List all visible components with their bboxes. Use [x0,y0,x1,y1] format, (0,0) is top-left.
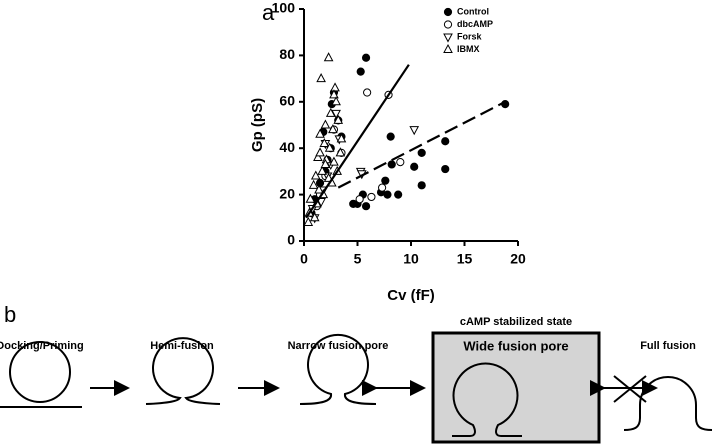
point [336,133,347,143]
x-tick-label: 20 [510,251,526,267]
point [333,114,344,124]
x-axis-label: Cv (fF) [387,287,435,304]
point [394,190,403,199]
legend-label: Forsk [457,31,483,41]
point [441,137,450,146]
point [355,195,364,204]
point [324,142,335,152]
panel-label: b [4,302,16,327]
point [329,89,339,99]
x-tick-label: 10 [403,251,419,267]
point [325,107,336,117]
x-tick-label: 0 [300,251,308,267]
point [361,202,371,211]
point [361,53,371,62]
y-tick-label: 60 [279,93,295,109]
point [320,158,331,168]
point [443,33,453,43]
point [441,164,450,174]
point [381,176,390,185]
point [330,82,340,92]
y-tick-label: 20 [279,185,295,201]
point [328,124,338,134]
legend-label: IBMX [457,44,480,54]
point [319,137,330,148]
point [367,192,376,202]
point [323,52,334,62]
point [387,160,396,169]
point [378,183,387,192]
legend-label: Control [457,6,489,16]
panel-label: a [262,0,275,25]
y-axis-label: Gp (pS) [249,98,266,152]
point [316,73,326,83]
point [417,148,426,157]
plot: 0 20 40 60 80 100 0 5 10 15 20 Control dbcAMP Forsk IB… [272,0,526,267]
point [314,184,324,194]
stage-label: Wide fusion pore [463,338,568,353]
point [409,126,420,136]
point [349,199,358,208]
point [320,119,331,129]
x-tick-label: 15 [457,251,473,267]
point [316,198,326,208]
y-tick-label: 0 [287,232,295,248]
point [310,170,321,180]
state-label: cAMP stabilized state [460,316,572,328]
point [315,178,325,188]
point [443,20,453,29]
stage-label: Full fusion [640,340,696,352]
legend-label: dbcAMP [457,19,493,29]
point [443,43,453,53]
point [363,88,372,97]
point [315,147,325,157]
point [443,7,453,17]
point [313,151,323,161]
y-tick-label: 80 [279,46,295,62]
y-tick-label: 100 [272,0,296,16]
point [386,132,395,141]
point [331,96,341,106]
point [309,212,320,222]
point [305,193,316,203]
point [335,147,346,157]
y-tick-label: 40 [279,139,295,155]
x-tick-label: 5 [354,251,362,267]
stage-label: Narrow fusion pore [288,340,389,352]
fit-line [305,64,410,219]
point [329,156,339,166]
point [396,158,405,167]
point [410,162,419,171]
vesicle-shapes [0,333,713,437]
point [308,179,319,189]
point [356,67,365,76]
fit-line [337,100,506,189]
point [317,165,328,175]
point [315,128,325,138]
point [303,216,314,226]
point [417,181,426,190]
